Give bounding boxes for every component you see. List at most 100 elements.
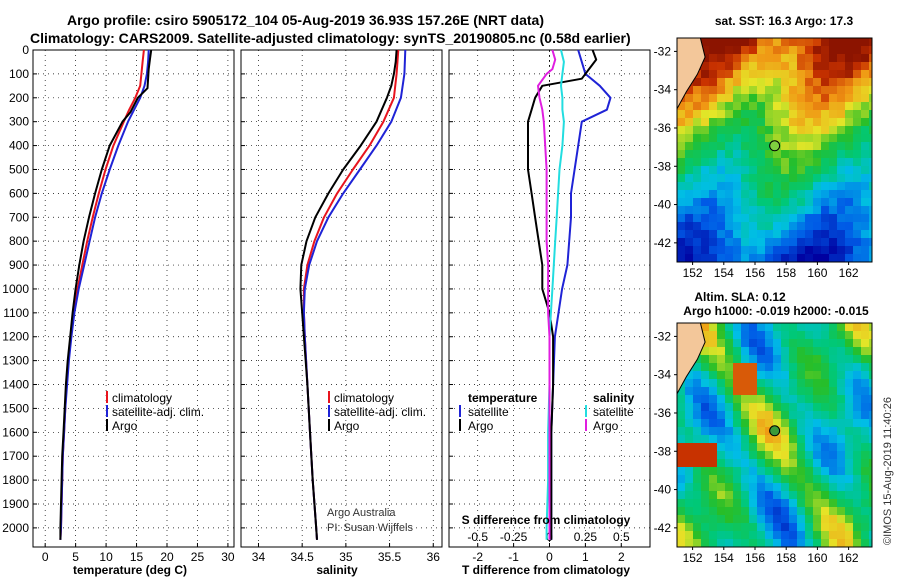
map-cell <box>781 46 790 55</box>
map-cell <box>741 214 750 223</box>
map-cell <box>781 134 790 143</box>
map-cell <box>853 363 862 372</box>
map-cell <box>685 427 694 436</box>
map-cell <box>805 427 814 436</box>
map-cell <box>717 118 726 127</box>
y-tick-label: 1500 <box>2 401 29 415</box>
map-cell <box>693 126 702 135</box>
map-cell <box>829 166 838 175</box>
map-cell <box>829 126 838 135</box>
map-cell <box>685 523 694 532</box>
map-cell <box>821 515 830 524</box>
map-cell <box>821 363 830 372</box>
map-cell <box>813 158 822 167</box>
salinity-panel: 34 34.5 35 35.5 36 <box>240 49 443 564</box>
map-cell <box>813 379 822 388</box>
map-cell <box>861 206 870 215</box>
map-cell <box>861 254 870 262</box>
map-cell <box>741 70 750 79</box>
x-tick-label: 162 <box>839 266 859 280</box>
map-cell <box>813 419 822 428</box>
map-cell <box>861 379 870 388</box>
legend-title-salinity: salinity <box>593 391 635 405</box>
map-cell <box>693 435 702 444</box>
map-cell <box>845 395 854 404</box>
map-cell <box>685 467 694 476</box>
map-cell <box>709 331 718 340</box>
map-cell <box>677 134 686 143</box>
map-cell <box>693 411 702 420</box>
map-cell <box>853 339 862 348</box>
map-cell <box>693 451 702 460</box>
map-cell <box>693 110 702 119</box>
map-cell <box>685 230 694 239</box>
map-cell <box>749 38 758 47</box>
legend-label: climatology <box>334 391 394 405</box>
map-cell <box>821 355 830 364</box>
map-cell <box>757 379 766 388</box>
map-cell <box>813 387 822 396</box>
map-cell <box>805 347 814 356</box>
map-cell <box>693 467 702 476</box>
map-cell <box>701 142 710 151</box>
map-cell <box>821 499 830 508</box>
map-cell <box>845 371 854 380</box>
map-cell <box>701 94 710 103</box>
map-cell <box>821 62 830 71</box>
map-cell <box>757 355 766 364</box>
map-cell <box>821 467 830 476</box>
map-cell <box>821 339 830 348</box>
map-cell <box>789 206 798 215</box>
map-cell <box>861 419 870 428</box>
x-tick-label: 160 <box>807 266 827 280</box>
map-cell <box>765 451 774 460</box>
map-cell <box>693 483 702 492</box>
map-cell <box>845 246 854 255</box>
map-cell <box>813 238 822 247</box>
map-cell <box>837 54 846 63</box>
map-cell <box>773 411 782 420</box>
map-cell <box>717 94 726 103</box>
map-cell <box>869 475 872 484</box>
map-cell <box>797 222 806 231</box>
map-cell <box>829 246 838 255</box>
map-cell <box>741 134 750 143</box>
y-tick-label: 900 <box>9 258 29 272</box>
map-cell <box>733 467 742 476</box>
map-cell <box>685 198 694 207</box>
map-cell <box>725 70 734 79</box>
map-cell <box>797 166 806 175</box>
map-cell <box>829 190 838 199</box>
map-cell <box>765 387 774 396</box>
map-cell <box>813 467 822 476</box>
map-cell <box>861 339 870 348</box>
map-cell <box>725 395 734 404</box>
map-cell <box>765 46 774 55</box>
map-cell <box>757 387 766 396</box>
map-cell <box>717 158 726 167</box>
map-cell <box>869 323 872 332</box>
map-cell <box>773 198 782 207</box>
map-cell <box>781 102 790 111</box>
map-cell <box>733 246 742 255</box>
map-cell <box>853 102 862 111</box>
map-cell <box>837 379 846 388</box>
map-cell <box>717 190 726 199</box>
y-tick-label: 1600 <box>2 425 29 439</box>
map-cell <box>765 395 774 404</box>
map-cell <box>733 371 742 380</box>
series-line-argo <box>59 49 153 540</box>
map-cell <box>709 531 718 540</box>
map-cell <box>773 78 782 87</box>
map-cell <box>709 435 718 444</box>
map-cell <box>749 363 758 372</box>
map-cell <box>861 411 870 420</box>
map-cell <box>837 331 846 340</box>
map-cell <box>797 190 806 199</box>
map-cell <box>805 230 814 239</box>
map-cell <box>693 499 702 508</box>
map-cell <box>677 515 686 524</box>
map-cell <box>685 222 694 231</box>
map-cell <box>733 491 742 500</box>
map-cell <box>717 531 726 540</box>
